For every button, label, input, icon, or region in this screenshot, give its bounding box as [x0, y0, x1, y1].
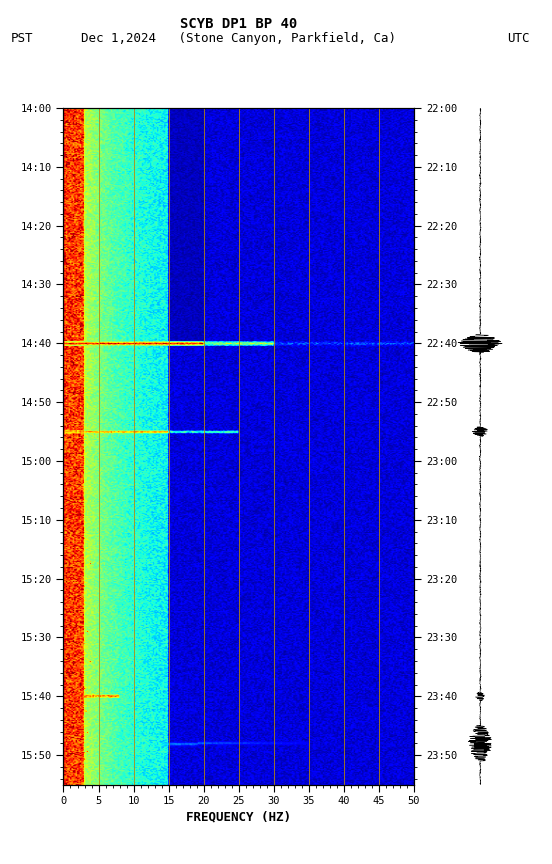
Text: Dec 1,2024   (Stone Canyon, Parkfield, Ca): Dec 1,2024 (Stone Canyon, Parkfield, Ca) [81, 32, 396, 45]
X-axis label: FREQUENCY (HZ): FREQUENCY (HZ) [186, 810, 291, 823]
Text: PST: PST [11, 32, 34, 45]
Text: UTC: UTC [507, 32, 530, 45]
Text: SCYB DP1 BP 40: SCYB DP1 BP 40 [180, 17, 298, 31]
